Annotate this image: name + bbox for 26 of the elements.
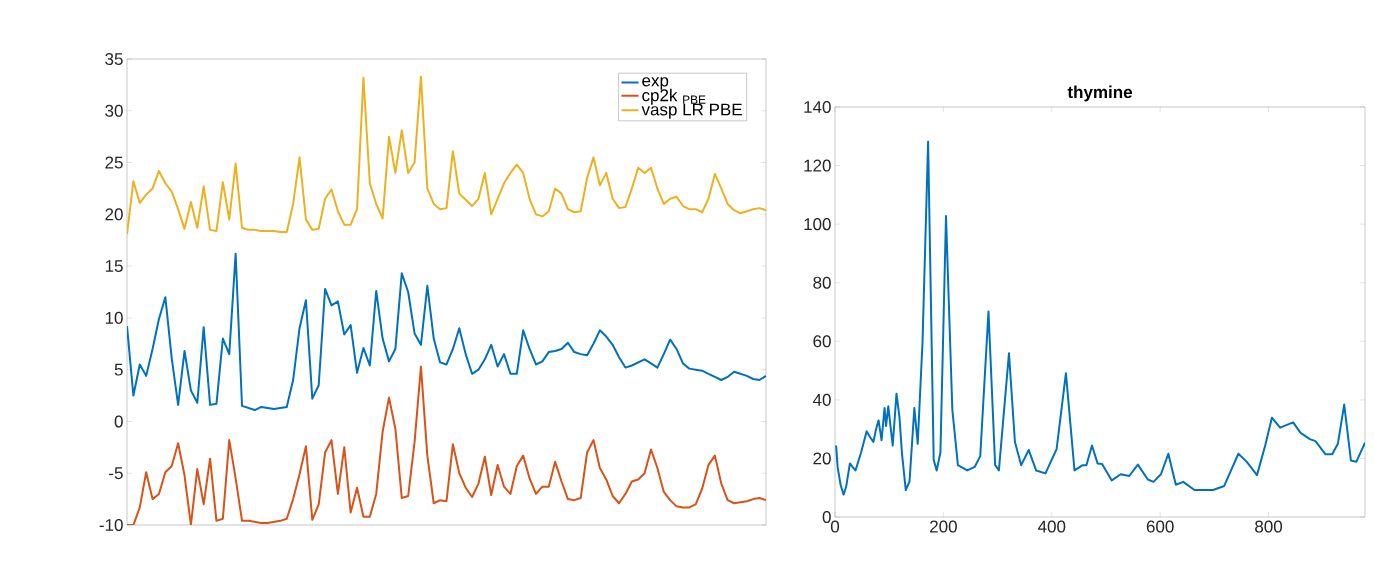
y-tick-label: 25	[105, 156, 123, 169]
y-tick-label: 0	[822, 510, 831, 524]
x-tick-label: 600	[1146, 520, 1174, 533]
y-tick-label: -5	[109, 467, 123, 480]
y-tick-label: 35	[105, 52, 123, 66]
x-tick-label: 400	[1037, 520, 1066, 533]
x-tick-label: 800	[1255, 520, 1283, 533]
legend-label: exp	[642, 77, 669, 90]
y-tick-label: 20	[105, 208, 123, 221]
chart-title: thymine	[1067, 85, 1133, 102]
y-tick-label: 0	[114, 415, 123, 428]
y-tick-label: 120	[804, 159, 831, 172]
y-tick-label: 30	[105, 104, 123, 117]
y-tick-label: 15	[105, 260, 123, 273]
y-tick-label: 20	[813, 452, 831, 465]
x-tick-label: 200	[930, 520, 957, 533]
y-tick-label: -10	[99, 518, 123, 532]
y-tick-label: 60	[813, 335, 831, 348]
y-tick-label: 10	[105, 311, 123, 324]
y-tick-label: 80	[813, 276, 831, 289]
legend-label: cp2k $_{PBE}$	[642, 88, 706, 105]
y-tick-label: 40	[812, 393, 831, 406]
x-tick-label: 0	[830, 520, 840, 533]
y-tick-label: 100	[804, 218, 831, 231]
y-tick-label: 5	[114, 363, 123, 376]
y-tick-label: 140	[804, 100, 831, 114]
